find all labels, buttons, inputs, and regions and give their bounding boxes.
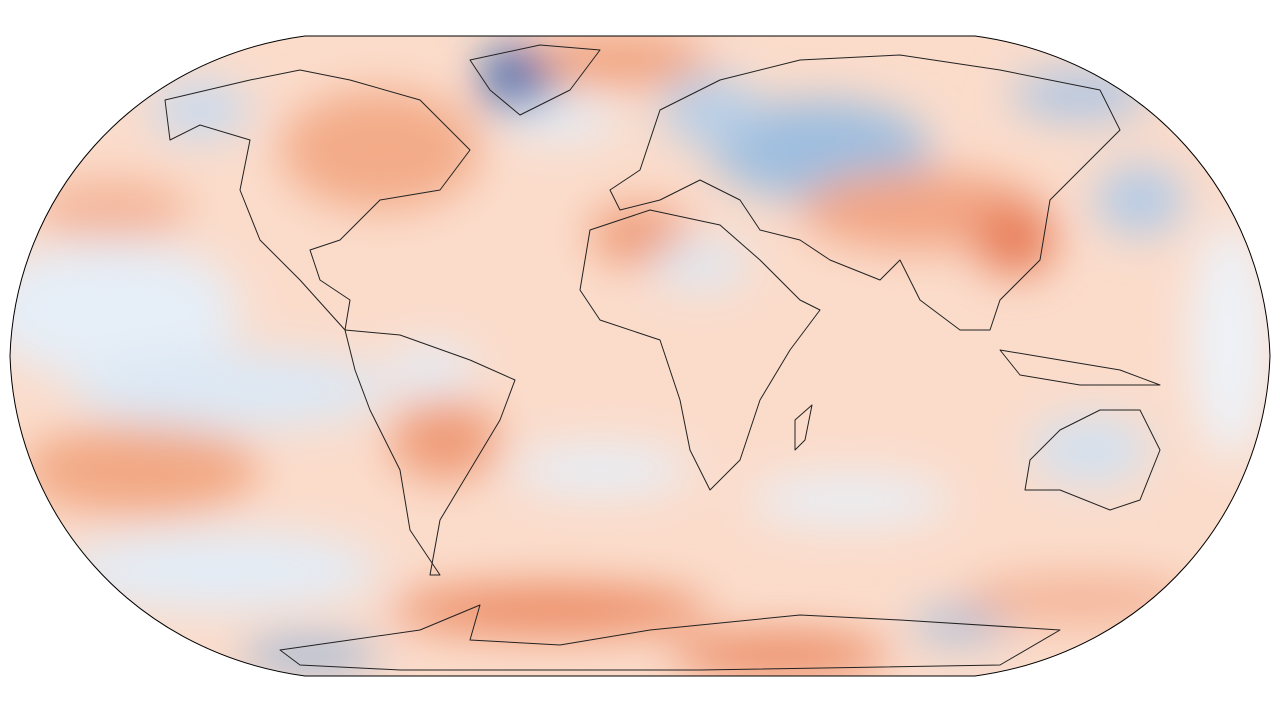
coastlines — [164, 44, 1161, 671]
map-border — [9, 35, 1271, 677]
